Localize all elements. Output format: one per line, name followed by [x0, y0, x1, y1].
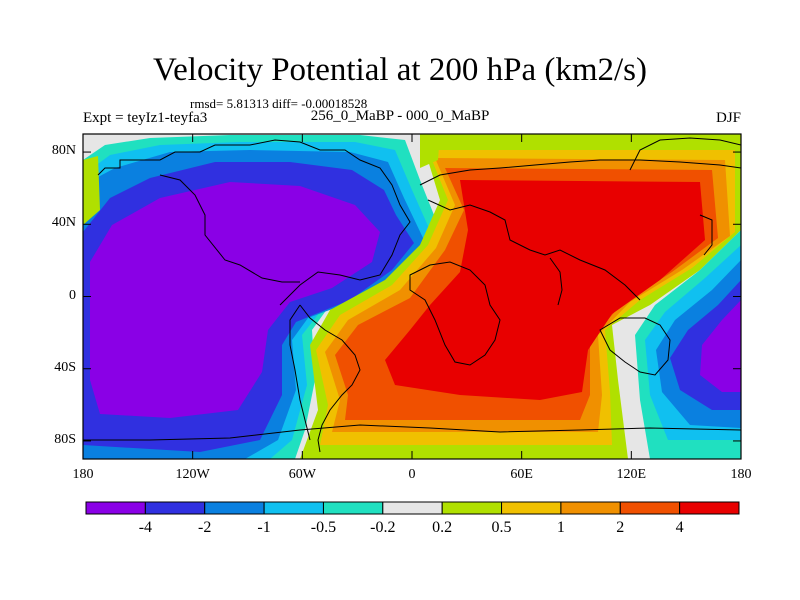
colorbar-swatch [619, 501, 681, 515]
colorbar-label: -0.5 [310, 519, 337, 536]
colorbar-swatch [263, 501, 324, 515]
coastlines [83, 137, 741, 453]
y-tick-label: 0 [69, 287, 76, 303]
colorbar-swatch [560, 501, 621, 515]
axis-ticks [82, 134, 742, 459]
y-tick-label: 40N [51, 215, 76, 231]
y-tick-label: 40S [54, 359, 76, 375]
colorbar-label: 2 [616, 519, 625, 536]
x-tick-label: 180 [730, 467, 752, 482]
x-tick-label: 60E [510, 467, 533, 482]
colorbar [85, 501, 740, 515]
x-tick-label: 120E [616, 467, 647, 482]
colorbar-swatch [382, 501, 443, 515]
colorbar-swatch [322, 501, 384, 515]
x-tick-label: 180 [72, 467, 94, 482]
colorbar-swatch [85, 501, 146, 515]
colorbar-swatch [679, 501, 740, 515]
stats-text: rmsd= 5.81313 diff= -0.00018528 [190, 96, 368, 111]
colorbar-label: -4 [138, 519, 153, 536]
map-title: Velocity Potential at 200 hPa (km2/s) [152, 52, 648, 88]
season-label: DJF [715, 110, 741, 126]
colorbar-label: -0.2 [370, 519, 396, 536]
colorbar-label: 0.2 [432, 519, 453, 536]
colorbar-label: 0.5 [491, 519, 512, 536]
experiment-label: Expt = teyIz1-teyfa3 [83, 110, 208, 126]
colorbar-swatch [204, 501, 265, 515]
x-tick-label: 0 [408, 467, 416, 482]
colorbar-swatch [144, 501, 206, 515]
colorbar-swatch [441, 501, 503, 515]
colorbar-label: -1 [257, 519, 271, 536]
y-tick-label: 80N [51, 143, 76, 159]
x-tick-label: 60W [288, 467, 316, 482]
x-tick-label: 120W [175, 467, 210, 482]
period-label: 256_0_MaBP - 000_0_MaBP [310, 108, 490, 124]
colorbar-swatch [501, 501, 562, 515]
colorbar-label: 4 [675, 519, 684, 536]
contour-fields [83, 134, 741, 459]
colorbar-label: 1 [556, 519, 565, 536]
y-tick-label: 80S [54, 431, 76, 447]
colorbar-label: -2 [198, 519, 212, 536]
